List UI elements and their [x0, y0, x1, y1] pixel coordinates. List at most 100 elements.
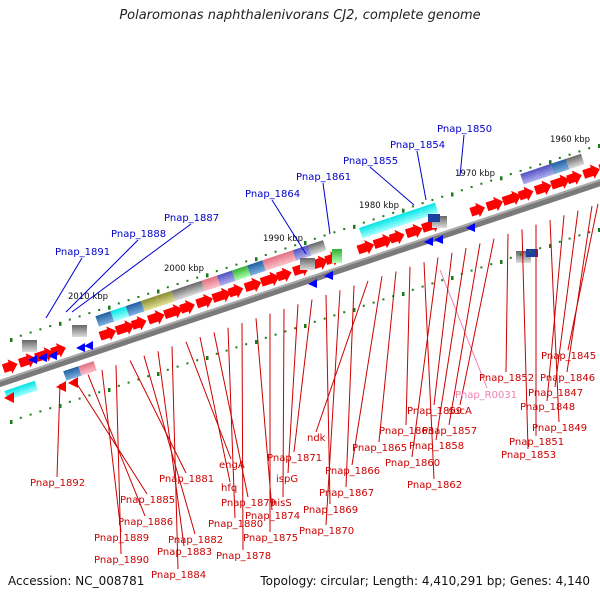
gene-label: Pnap_1871 [267, 453, 322, 464]
scale-tick [304, 241, 307, 245]
scale-tick [402, 292, 405, 296]
cog-box [186, 280, 206, 297]
scale-tick [568, 237, 571, 240]
leader-line [345, 285, 355, 488]
scale-label: 1960 kbp [550, 135, 590, 145]
scale-tick [509, 256, 512, 259]
gene-label: Pnap_1858 [409, 441, 464, 452]
scale-tick [98, 308, 101, 311]
scale-tick [127, 299, 130, 302]
scale-tick [362, 304, 365, 307]
gene-label: Pnap_1865 [352, 443, 407, 454]
cog-box [171, 285, 190, 302]
feature-box [72, 325, 87, 337]
leader-line [171, 346, 179, 570]
scale-tick [255, 340, 258, 344]
forward-strand-genes [1, 158, 600, 374]
scale-tick [245, 260, 248, 263]
scale-tick [108, 388, 111, 392]
leader-line [73, 378, 148, 495]
leader-line [351, 276, 383, 466]
gene-label: Pnap_1850 [437, 124, 492, 135]
gene-label: Pnap_1860 [385, 458, 440, 469]
leader-line [71, 223, 192, 313]
scale-tick [29, 413, 32, 416]
scale-tick [225, 266, 228, 269]
scale-tick [196, 276, 199, 279]
scale-tick [598, 228, 600, 232]
scale-tick [166, 368, 169, 371]
feature-box [78, 361, 97, 376]
gene-arrow [356, 240, 375, 255]
scale-tick [19, 334, 22, 337]
scale-tick [137, 295, 140, 298]
gene-label: Pnap_1862 [407, 480, 462, 491]
leader-line [87, 374, 146, 517]
scale-tick [176, 365, 179, 368]
label-leader-lines [45, 134, 599, 570]
leader-line [378, 271, 397, 443]
leader-line [521, 229, 529, 450]
cog-box [565, 153, 585, 170]
scale-tick [509, 173, 512, 176]
gene-label: Pnap_1853 [501, 450, 556, 461]
gene-label: Pnap_1866 [325, 466, 380, 477]
gene-label: Pnap_1880 [208, 519, 263, 530]
scale-tick [225, 349, 228, 352]
leader-line [505, 234, 509, 373]
reverse-gene-arrow [28, 355, 37, 364]
cog-box [110, 306, 130, 322]
reverse-strand-genes [4, 214, 538, 403]
cog-box [404, 207, 424, 224]
leader-line [65, 239, 139, 313]
scale-tick [49, 407, 52, 410]
leader-line [157, 351, 185, 547]
scale-tick [196, 359, 199, 362]
scale-tick [186, 362, 189, 365]
cog-box [216, 270, 236, 287]
leader-line [546, 215, 565, 402]
scale-tick [470, 269, 473, 272]
scale-tick [519, 253, 522, 256]
gene-label: Pnap_1882 [168, 535, 223, 546]
scale-label: 1980 kbp [359, 201, 399, 211]
cog-box [201, 275, 221, 292]
scale-tick [206, 273, 209, 278]
scale-tick [490, 263, 493, 266]
cog-box [374, 217, 393, 234]
leader-line [423, 262, 435, 480]
scale-tick [470, 186, 473, 189]
scale-tick [382, 215, 385, 218]
scale-tick [274, 333, 277, 336]
feature-box [300, 258, 315, 270]
scale-tick [10, 338, 13, 342]
gene-label: hisS [271, 498, 292, 509]
gene-label: Pnap_1855 [343, 156, 398, 167]
gene-label: Pnap_1867 [319, 488, 374, 499]
scale-tick [323, 317, 326, 320]
scale-tick [568, 153, 571, 156]
leader-line [255, 318, 273, 511]
gene-arrow [566, 170, 582, 185]
scale-tick [186, 279, 189, 282]
leader-line [416, 150, 427, 201]
accession-text: Accession: NC_008781 [8, 574, 145, 588]
gene-arrow [243, 277, 262, 293]
cog-box [262, 255, 281, 271]
scale-tick [402, 208, 405, 213]
scale-tick [19, 416, 22, 419]
scale-tick [39, 410, 42, 413]
scale-tick [529, 166, 532, 169]
gene-label: engA [219, 460, 245, 471]
scale-tick [29, 331, 32, 334]
gene-label: Pnap_1849 [532, 423, 587, 434]
gene-arrow [259, 271, 280, 287]
gene-arrow [372, 233, 393, 249]
gene-label: Pnap_1859 [407, 406, 462, 417]
cog-box [550, 158, 570, 175]
scale-tick [558, 156, 561, 159]
gene-arrow [501, 190, 522, 206]
leader-line [143, 355, 196, 535]
scale-tick [392, 211, 395, 214]
scale-labels: 2010 kbp 2000 kbp 1990 kbp 1980 kbp 1970… [68, 135, 590, 302]
